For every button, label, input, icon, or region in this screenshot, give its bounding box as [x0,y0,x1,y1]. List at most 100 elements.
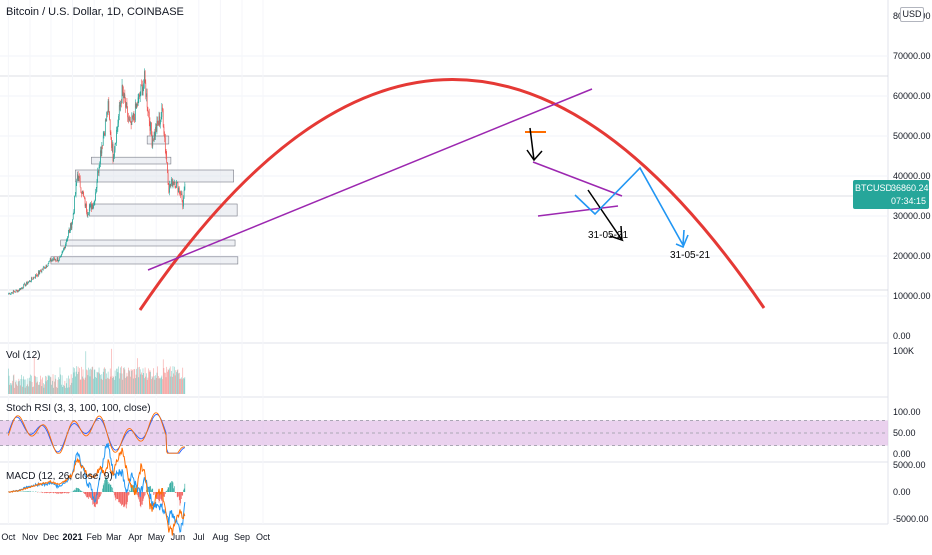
parabolic-arc [140,79,764,310]
volume-bar [84,380,85,394]
macd-histogram-bar [53,492,54,493]
macd-histogram-bar [35,491,36,492]
volume-bar [26,386,27,394]
candle-body [36,275,37,276]
volume-bar [90,376,91,394]
macd-histogram-bar [56,492,57,493]
volume-bar [107,378,108,394]
macd-histogram-bar [80,490,81,492]
volume-bar [173,366,174,394]
volume-bar [115,370,116,394]
candle-body [116,130,117,143]
macd-histogram-bar [74,490,75,492]
volume-bar [125,378,126,394]
macd-histogram-bar [50,492,51,493]
volume-bar [90,369,91,394]
macd-histogram-bar [115,492,116,498]
volume-bar [43,383,44,394]
macd-histogram-bar [142,492,143,505]
candle-body [128,117,129,119]
volume-bar [33,387,34,394]
candle-body [172,179,173,186]
candle-body [100,150,101,163]
candle-body [84,197,85,198]
volume-bar [60,367,61,394]
volume-bar [39,385,40,394]
candle-body [115,144,116,150]
time-axis-label: 2021 [63,532,83,542]
volume-bar [184,378,185,394]
volume-bar [51,377,52,394]
macd-histogram-bar [75,490,76,492]
candle-body [18,290,19,291]
macd-histogram-bar [110,485,111,492]
macd-histogram-bar [77,488,78,492]
macd-histogram-bar [87,492,88,498]
candle-body [41,271,42,272]
volume-bar [92,367,93,394]
candle-body [99,164,100,167]
volume-bar [185,377,186,394]
macd-histogram-bar [58,492,59,494]
volume-bar [21,379,22,394]
candle-body [155,127,156,136]
volume-bar [116,369,117,394]
macd-histogram-bar [119,492,120,502]
macd-histogram-bar [113,492,114,493]
candle-body [37,275,38,276]
time-axis-label: Aug [212,532,228,542]
volume-bar [76,372,77,394]
wedge-upper-line [533,162,622,196]
volume-bar [61,385,62,394]
volume-bar [177,370,178,394]
candle-body [138,95,139,98]
volume-bar [152,377,153,394]
macd-histogram-bar [130,491,131,492]
macd-histogram-bar [30,491,31,492]
volume-bar [109,379,110,394]
macd-histogram-bar [47,492,48,493]
candle-body [181,194,182,195]
volume-bar [119,379,120,394]
time-axis-label: Feb [86,532,102,542]
macd-histogram-bar [150,486,151,492]
volume-bar [148,378,149,394]
volume-bar [41,379,42,394]
candle-body [35,275,36,278]
volume-bar [80,380,81,394]
macd-signal-line [8,448,184,536]
candle-body [137,104,138,106]
candle-body [104,133,105,135]
macd-histogram-bar [26,491,27,492]
last-price: 36860.24 [891,183,929,193]
candle-body [25,284,26,286]
candle-body [118,116,119,123]
macd-histogram-bar [145,492,146,495]
volume-bar [133,378,134,394]
candle-body [30,281,31,282]
macd-histogram-bar [117,492,118,499]
macd-histogram-bar [183,490,184,492]
candle-body [39,270,40,274]
candle-body [122,85,123,92]
volume-bar [50,377,51,394]
volume-bar [99,368,100,394]
macd-histogram-bar [74,490,75,492]
candle-body [173,182,174,183]
volume-bar [112,378,113,394]
candle-body [38,271,39,275]
candle-body [69,230,70,231]
volume-bar [62,387,63,394]
candle-body [159,116,160,124]
candle-body [162,108,163,111]
candle-body [147,93,148,107]
candle-body [131,116,132,125]
candle-body [108,101,109,114]
candle-body [31,278,32,282]
candle-body [62,250,63,252]
volume-bar [55,375,56,394]
currency-button[interactable]: USD [900,7,924,22]
candle-body [74,211,75,214]
macd-histogram-bar [175,492,176,493]
